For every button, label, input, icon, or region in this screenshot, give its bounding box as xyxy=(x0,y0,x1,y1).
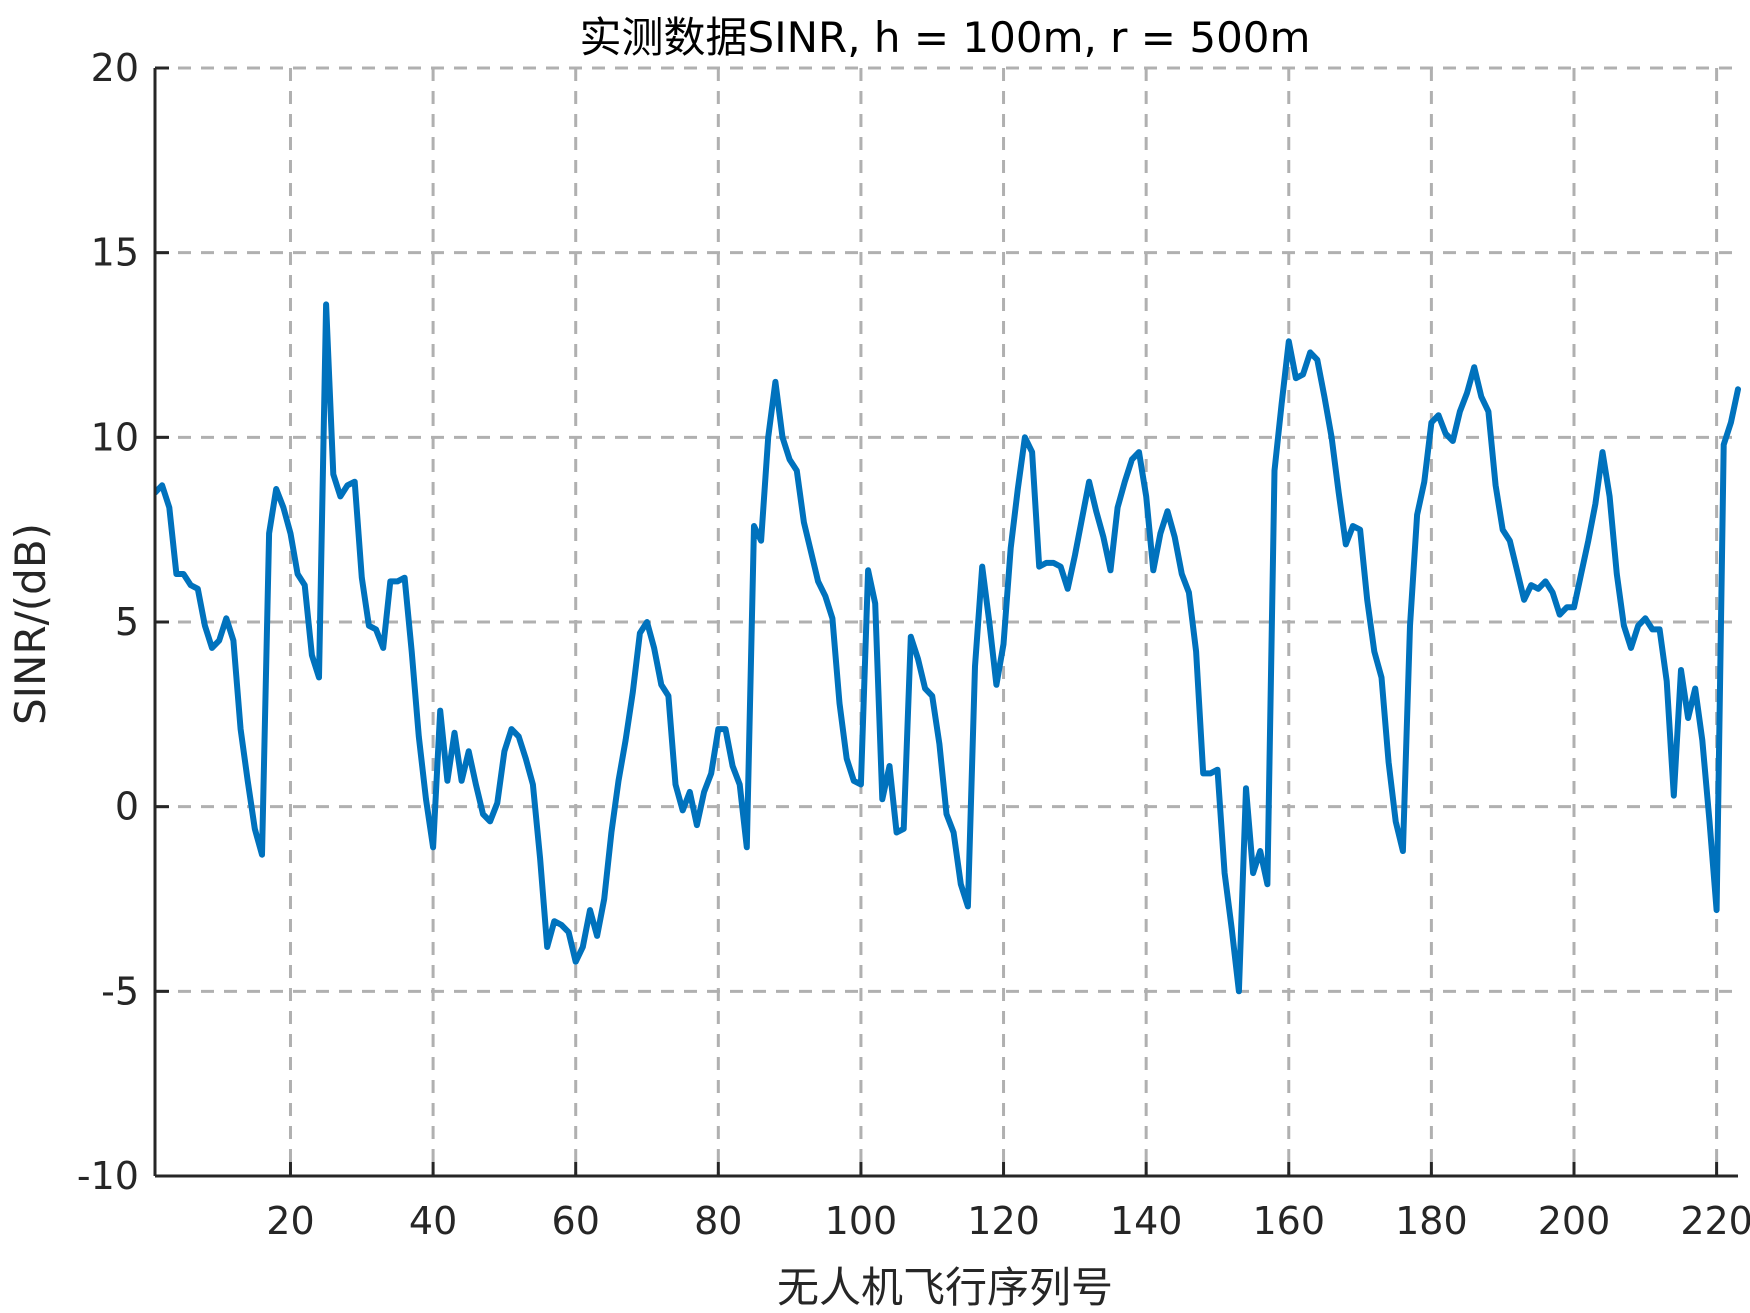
x-tick-label: 40 xyxy=(409,1199,457,1243)
x-axis-title: 无人机飞行序列号 xyxy=(777,1263,1113,1312)
axes xyxy=(153,66,1738,1178)
sinr-series-line xyxy=(155,301,1741,995)
y-tick-label: 20 xyxy=(91,46,139,90)
x-tick-label: 160 xyxy=(1253,1199,1326,1243)
y-tick-label: 5 xyxy=(115,600,139,644)
grid xyxy=(155,66,1738,1176)
x-tick-label: 100 xyxy=(825,1199,898,1243)
series-layer xyxy=(155,301,1741,995)
y-axis-title: SINR/(dB) xyxy=(6,523,55,725)
x-tick-label: 120 xyxy=(967,1199,1040,1243)
x-tick-label: 20 xyxy=(266,1199,314,1243)
y-tick-label: 10 xyxy=(91,415,139,459)
y-tick-label: 0 xyxy=(115,785,139,829)
x-tick-label: 80 xyxy=(694,1199,742,1243)
tick-labels: 20 40 60 80 100 120 140 160 180 200 220 -10 -5 0 5 10 15… xyxy=(77,46,1750,1243)
y-tick-label: -10 xyxy=(77,1154,139,1198)
y-tick-label: -5 xyxy=(101,969,139,1013)
y-tick-label: 15 xyxy=(91,231,139,275)
x-tick-label: 200 xyxy=(1538,1199,1611,1243)
x-tick-label: 220 xyxy=(1680,1199,1750,1243)
x-tick-label: 180 xyxy=(1395,1199,1468,1243)
x-tick-label: 140 xyxy=(1110,1199,1183,1243)
x-tick-label: 60 xyxy=(552,1199,600,1243)
chart-title: 实测数据SINR, h = 100m, r = 500m xyxy=(580,13,1311,62)
